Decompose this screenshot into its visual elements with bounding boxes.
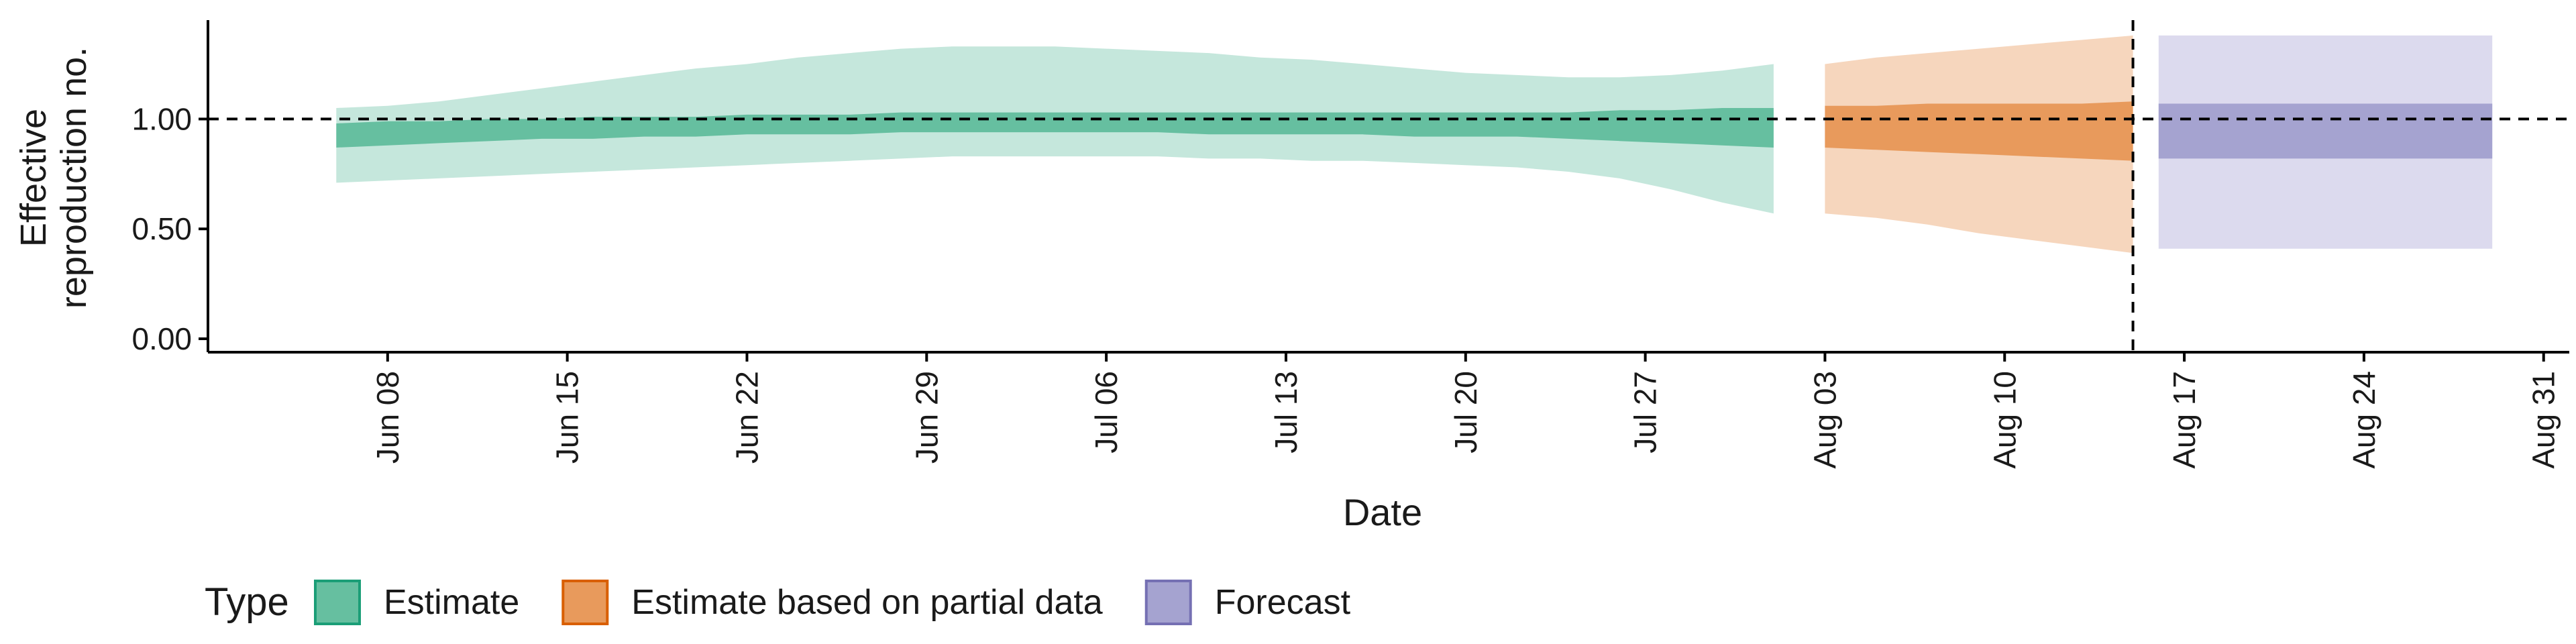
y-axis-title-line-1: Effective — [13, 109, 54, 247]
band-inner-estimate-based-on-partial-data — [1825, 101, 2133, 161]
x-tick-label: Aug 24 — [2347, 371, 2381, 469]
legend-key-estimate — [314, 580, 361, 625]
y-axis-title-line-2: reproduction no. — [54, 47, 94, 309]
y-tick-label: 0.00 — [131, 321, 192, 356]
x-tick-label: Jul 06 — [1089, 371, 1124, 453]
legend-label-estimate: Estimate — [384, 583, 519, 622]
uncertainty-bands — [336, 35, 2493, 254]
legend-label-estimate-based-on-partial-data: Estimate based on partial data — [631, 583, 1103, 622]
y-tick-label: 0.50 — [131, 211, 192, 246]
x-tick-label: Jun 15 — [550, 371, 585, 464]
x-tick-label: Jul 13 — [1269, 371, 1303, 453]
x-tick-label: Jul 27 — [1628, 371, 1663, 453]
legend-label-forecast: Forecast — [1215, 583, 1351, 622]
x-tick-label: Jul 20 — [1448, 371, 1483, 453]
legend-title: Type — [205, 580, 289, 624]
x-tick-label: Jun 29 — [909, 371, 944, 464]
x-tick-label: Aug 31 — [2526, 371, 2561, 469]
legend-key-forecast — [1144, 580, 1192, 625]
x-tick-label: Jun 08 — [370, 371, 405, 464]
y-tick-label: 1.00 — [131, 101, 192, 136]
legend-key-estimate-based-on-partial-data — [561, 580, 609, 625]
x-tick-label: Aug 03 — [1807, 371, 1842, 469]
axes: 0.00 0.50 1.00 Jun 08 Jun 15 Jun 22 Jun 29 Jul … — [131, 20, 2569, 469]
x-tick-label: Aug 10 — [1987, 371, 2022, 469]
legend: Type Estimate Estimate based on partial d… — [205, 580, 1351, 625]
x-tick-label: Aug 17 — [2167, 371, 2202, 469]
x-tick-label: Jun 22 — [729, 371, 764, 464]
x-axis-title: Date — [1343, 491, 1422, 533]
band-inner-forecast — [2158, 103, 2493, 159]
